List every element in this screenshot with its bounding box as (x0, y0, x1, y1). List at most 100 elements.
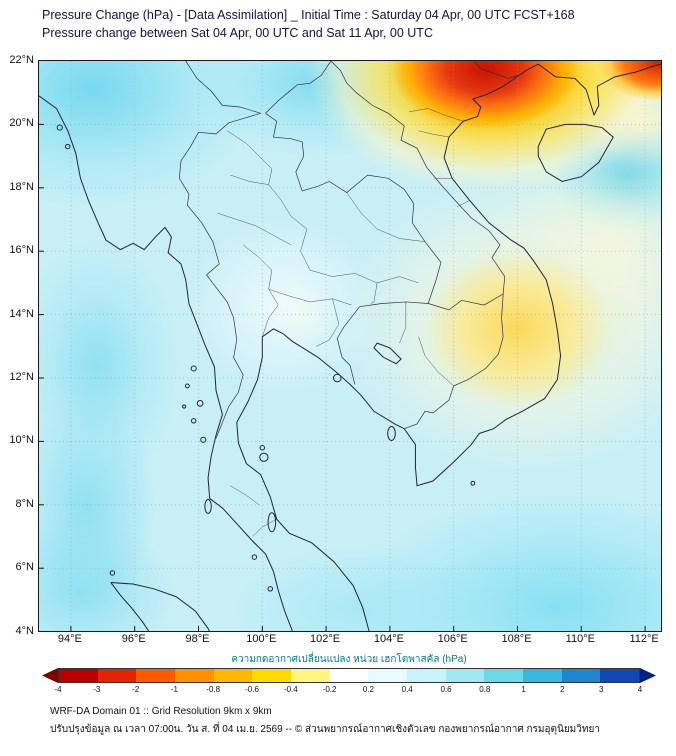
y-tick-label: 20°N (9, 117, 34, 130)
pressure-field-shading (39, 61, 661, 631)
y-tick-label: 14°N (9, 307, 34, 320)
colorbar-tick-label: 3 (598, 685, 604, 694)
province-line (347, 193, 425, 242)
footer-update-credit: ปรับปรุงข้อมูล ณ เวลา 07:00น. วัน ส. ที่… (50, 724, 600, 735)
y-tick-label: 6°N (15, 561, 34, 574)
province-line (419, 131, 449, 137)
y-axis-labels: 22°N 20°N 18°N 16°N 14°N 12°N 10°N 8°N 6°N 4°N (0, 54, 35, 637)
colorbar-cell (59, 669, 98, 682)
island-mergui (185, 384, 189, 388)
island-rakhine (57, 125, 62, 130)
coastline-sumatra-east (111, 582, 210, 631)
colorbar-cell (523, 669, 562, 682)
colorbar-tick-label: -0.2 (322, 685, 337, 694)
colorbar-tick-label: -3 (93, 685, 101, 694)
y-tick-label: 18°N (9, 180, 34, 193)
colorbar-tick-label: 1 (521, 685, 526, 694)
province-line (317, 299, 339, 347)
province-line (227, 131, 272, 185)
border-china-vietnam (474, 61, 519, 78)
island-penang (268, 587, 272, 591)
footer-model-info: WRF-DA Domain 01 :: Grid Resolution 9km … (50, 706, 272, 717)
grid-lines (39, 61, 661, 631)
province-line (230, 175, 291, 216)
x-tick-label: 94°E (57, 633, 82, 645)
border-laos-vietnam (331, 61, 505, 294)
island-mergui (191, 419, 195, 423)
province-line (269, 289, 352, 305)
island-koh-chang (333, 374, 341, 382)
colorbar-cell (484, 669, 524, 682)
border-china-myanmar (186, 61, 261, 113)
title-line-1: Pressure Change (hPa) - [Data Assimilati… (42, 8, 575, 22)
border-laos-cambodia (428, 294, 503, 310)
y-tick-label: 8°N (15, 497, 34, 510)
colorbar-tick-label: -4 (54, 685, 62, 694)
province-line (371, 283, 377, 304)
province-line (291, 216, 310, 270)
island-mergui (197, 401, 203, 407)
coastline-myanmar-peninsula (39, 96, 293, 631)
province-line (218, 213, 291, 245)
colorbar-tick-label: 0.2 (362, 685, 374, 694)
border-cambodia-vietnam (404, 294, 503, 429)
x-axis-labels: 94°E 96°E 98°E 100°E 102°E 104°E 106°E 108°E 110… (38, 633, 660, 649)
map-frame (38, 60, 662, 632)
colorbar-arrow-left (42, 668, 58, 683)
colorbar-tick-label: 0.6 (440, 685, 452, 694)
colorbar-tick-label: -1 (170, 685, 178, 694)
y-tick-label: 10°N (9, 434, 34, 447)
x-tick-label: 98°E (185, 633, 210, 645)
colorbar-cell (252, 669, 292, 682)
colorbar-cell (175, 669, 214, 682)
island (110, 571, 114, 575)
island-rakhine (65, 144, 69, 148)
province-line (310, 270, 418, 283)
province-line (262, 289, 278, 337)
colorbar-cell (561, 669, 601, 682)
province-line (409, 109, 463, 122)
province-line (230, 486, 259, 505)
x-tick-label: 104°E (373, 633, 404, 645)
x-tick-label: 110°E (565, 633, 595, 645)
island-mergui (191, 366, 196, 371)
colorbar-tick-label: -0.4 (283, 685, 298, 694)
colorbar-tick-label: 4 (637, 685, 643, 694)
coastline-gulf-vietnam-china (237, 64, 661, 631)
colorbar (42, 668, 656, 683)
province-line (419, 337, 454, 386)
border-thailand-cambodia (337, 302, 428, 384)
colorbar-cell (97, 669, 137, 682)
colorbar-cell (291, 669, 330, 682)
colorbar-tick-label: 0.4 (401, 685, 413, 694)
coastline-sumatra-west (111, 582, 149, 631)
map-lines-layer (39, 61, 661, 631)
island-mergui (183, 405, 186, 408)
coastline-hainan-island (538, 124, 613, 181)
colorbar-tick-label: 0.8 (479, 685, 491, 694)
y-tick-label: 16°N (9, 244, 34, 257)
coastline-borders-group (39, 61, 661, 631)
colorbar-ticks: -4 -3 -2 -1 -0.8 -0.6 -0.4 -0.2 0.2 0.4 0.6 0.8 1 2 3 4 (54, 685, 643, 697)
x-tick-label: 102°E (310, 633, 341, 645)
y-tick-label: 12°N (9, 371, 34, 383)
island (260, 446, 264, 450)
colorbar-cell (445, 669, 485, 682)
island-langkawi (252, 555, 256, 559)
lake-songkhla (268, 513, 276, 532)
x-tick-label: 96°E (121, 633, 146, 645)
y-tick-label: 4°N (15, 624, 34, 637)
x-tick-label: 112°E (629, 633, 659, 645)
colorbar-arrow-right (640, 668, 656, 683)
title-line-2: Pressure change between Sat 04 Apr, 00 U… (42, 26, 433, 40)
colorbar-cell (213, 669, 253, 682)
island-samui (260, 453, 268, 461)
border-myanmar-laos-china (265, 61, 330, 113)
province-line (253, 519, 277, 536)
colorbar-cells (58, 668, 640, 683)
colorbar-tick-label: -2 (132, 685, 140, 694)
x-tick-label: 108°E (501, 633, 532, 645)
island-phu-quoc (388, 427, 396, 441)
province-line (457, 200, 470, 206)
